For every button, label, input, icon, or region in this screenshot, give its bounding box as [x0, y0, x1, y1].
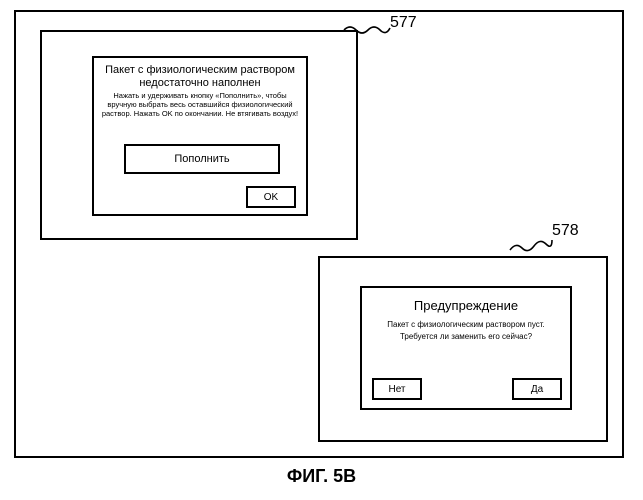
- refill-button-label: Пополнить: [174, 153, 229, 165]
- yes-button-label: Да: [531, 384, 543, 395]
- refill-dialog: Пакет с физиологическим раствором недост…: [92, 56, 308, 216]
- leader-line-578: [510, 236, 552, 254]
- no-button-label: Нет: [388, 384, 405, 395]
- ok-button[interactable]: OK: [246, 186, 296, 208]
- screen-577: Пакет с физиологическим раствором недост…: [40, 30, 358, 240]
- outer-frame: Пакет с физиологическим раствором недост…: [14, 10, 624, 458]
- refill-dialog-title: Пакет с физиологическим раствором недост…: [94, 58, 306, 92]
- figure-caption: ФИГ. 5B: [0, 466, 643, 487]
- warning-dialog-body: Пакет с физиологическим раствором пуст. …: [362, 319, 570, 349]
- refill-button[interactable]: Пополнить: [124, 144, 280, 174]
- warning-dialog: Предупреждение Пакет с физиологическим р…: [360, 286, 572, 410]
- callout-label-577: 577: [390, 14, 417, 32]
- ok-button-label: OK: [264, 192, 278, 203]
- refill-dialog-instructions: Нажать и удерживать кнопку «Пополнить», …: [94, 92, 306, 125]
- warning-line-1: Пакет с физиологическим раствором пуст.: [368, 319, 564, 331]
- warning-dialog-title: Предупреждение: [362, 288, 570, 319]
- leader-line-577: [344, 24, 390, 42]
- warning-line-2: Требуется ли заменить его сейчас?: [368, 331, 564, 343]
- screen-578: Предупреждение Пакет с физиологическим р…: [318, 256, 608, 442]
- no-button[interactable]: Нет: [372, 378, 422, 400]
- figure-page: Пакет с физиологическим раствором недост…: [0, 0, 643, 500]
- yes-button[interactable]: Да: [512, 378, 562, 400]
- callout-label-578: 578: [552, 222, 579, 240]
